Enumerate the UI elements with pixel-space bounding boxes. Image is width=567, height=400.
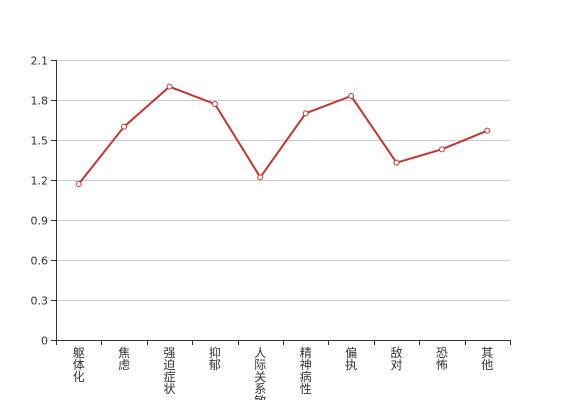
data-point-8[interactable] <box>438 146 445 153</box>
x-category-label-3: 抑郁 <box>209 345 221 372</box>
x-category-label-6: 偏执 <box>345 345 357 372</box>
series-line-0 <box>77 85 488 185</box>
x-category-label-7: 敌对 <box>390 345 402 372</box>
x-category-label-2: 强迫症状 <box>163 346 175 396</box>
x-axis-ticks: 躯体化 焦虑 强迫症状 抑郁 人际关系敏感 精神病性 偏执 敌对 恐怖 其他 <box>56 340 511 400</box>
x-category-label-8: 恐怖 <box>436 346 448 372</box>
data-point-2[interactable] <box>166 83 173 90</box>
data-point-3[interactable] <box>211 101 218 107</box>
x-category-label-4: 人际关系敏感 <box>254 346 266 400</box>
y-tick-label-3: 0.9 <box>31 215 49 228</box>
data-point-1[interactable] <box>121 123 128 130</box>
x-category-label-9: 其他 <box>481 346 493 372</box>
y-tick-label-5: 1.5 <box>31 135 49 148</box>
data-point-0[interactable] <box>75 181 82 187</box>
y-tick-label-4: 1.2 <box>31 175 49 188</box>
x-category-label-1: 焦虑 <box>118 346 130 372</box>
y-tick-label-7: 2.1 <box>31 55 49 68</box>
x-category-label-0: 躯体化 <box>73 345 85 384</box>
x-category-label-5: 精神病性 <box>300 346 312 396</box>
y-tick-label-2: 0.6 <box>31 255 49 268</box>
data-point-4[interactable] <box>257 174 264 181</box>
data-point-7[interactable] <box>393 159 400 166</box>
y-tick-label-6: 1.8 <box>31 95 49 108</box>
data-point-9[interactable] <box>484 127 491 134</box>
data-point-5[interactable] <box>302 110 309 117</box>
y-axis-ticks: 0 0.3 0.6 0.9 1.2 1.5 1.8 2.1 <box>31 55 56 348</box>
y-tick-label-0: 0 <box>41 335 48 348</box>
axes <box>56 60 510 341</box>
y-tick-label-1: 0.3 <box>31 295 49 308</box>
grid-lines <box>56 60 510 301</box>
series <box>75 83 491 187</box>
data-point-6[interactable] <box>348 93 355 99</box>
